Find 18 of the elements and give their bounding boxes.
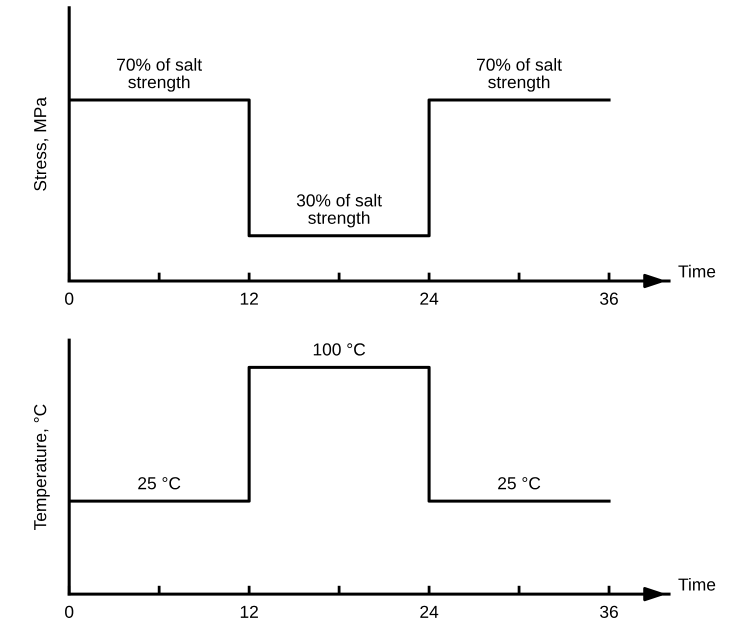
x-tick-label: 12 — [240, 292, 258, 305]
x-tick-label: 36 — [600, 292, 618, 305]
x-axis-title: Time — [678, 578, 716, 591]
annotation: 70% of salt strength — [117, 58, 202, 92]
annotation: 100 °C — [314, 343, 366, 356]
x-tick-label: 24 — [420, 606, 438, 618]
x-axis-title: Time — [678, 264, 716, 278]
annotation: 25 °C — [498, 477, 540, 490]
x-tick-label: 12 — [240, 606, 258, 618]
x-tick-label: 0 — [65, 292, 74, 305]
x-tick-label: 0 — [65, 606, 74, 618]
annotation: 25 °C — [138, 477, 180, 490]
x-tick-label: 24 — [420, 292, 438, 305]
x-tick-label: 36 — [600, 606, 618, 618]
annotation: 70% of salt strength — [477, 58, 562, 92]
y-axis-title: Stress, MPa — [34, 97, 48, 191]
annotation: 30% of salt strength — [296, 194, 382, 228]
y-axis-title: Temperature, °C — [34, 404, 50, 530]
